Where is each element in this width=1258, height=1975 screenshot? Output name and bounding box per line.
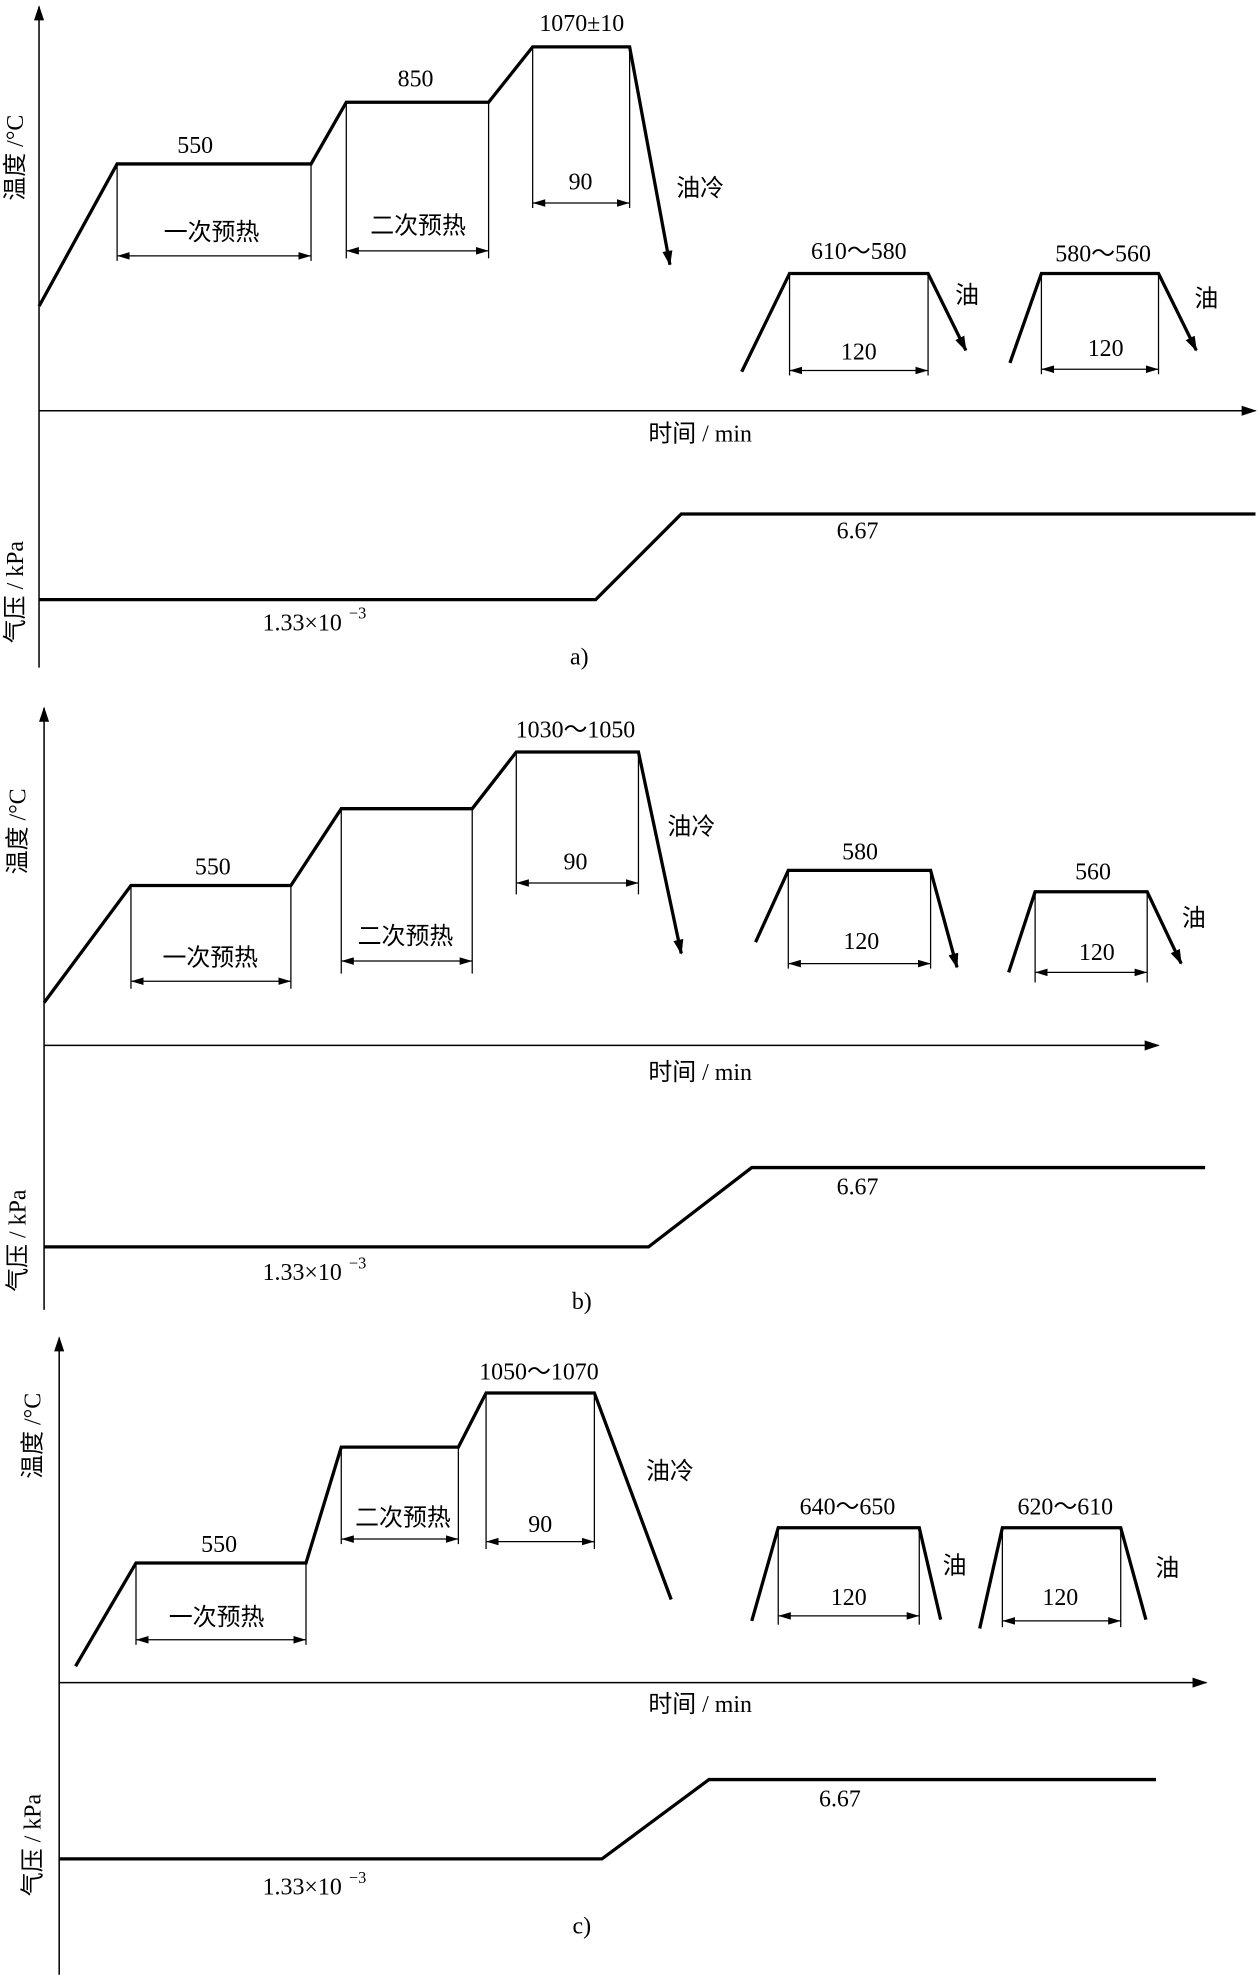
temper-time: 120	[841, 340, 877, 366]
caption: b)	[572, 1289, 592, 1315]
temper-temp: 610～580	[811, 239, 907, 265]
y-axis-label: 温度 /°C	[5, 788, 32, 874]
y-axis-label: 气压 / kPa	[2, 541, 29, 644]
stage-temp: 550	[177, 133, 213, 159]
quench-label: 油冷	[646, 1458, 694, 1485]
y-axis-label: 温度 /°C	[2, 115, 29, 201]
preheat-label: 二次预热	[358, 923, 454, 950]
hold-time: 90	[528, 1512, 552, 1538]
cool-label: 油	[1194, 286, 1218, 313]
temper-curve	[740, 271, 968, 373]
preheat-label: 二次预热	[355, 1505, 451, 1532]
temper-time: 120	[1088, 336, 1124, 362]
pressure-high: 6.67	[837, 1174, 879, 1200]
caption: c)	[572, 1914, 591, 1940]
pressure-curve	[39, 512, 1256, 602]
stage-temp: 1050～1070	[479, 1360, 599, 1386]
preheat-label: 一次预热	[164, 219, 260, 246]
y-axis-label: 气压 / kPa	[5, 1189, 32, 1292]
quench-label: 油冷	[667, 813, 715, 840]
stage-temp: 1070±10	[539, 11, 624, 37]
temper-time: 120	[1042, 1585, 1078, 1611]
pressure-exponent: −3	[349, 1253, 366, 1272]
temper-temp: 580～560	[1055, 241, 1151, 267]
preheat-label: 一次预热	[162, 944, 258, 971]
pressure-high: 6.67	[819, 1786, 861, 1812]
cool-label: 油	[1182, 905, 1206, 932]
preheat-label: 二次预热	[370, 213, 466, 240]
pressure-curve	[59, 1777, 1156, 1861]
temper-curve	[754, 868, 959, 969]
y-axis-label: 温度 /°C	[20, 1393, 47, 1479]
x-axis-label: 时间 / min	[648, 1059, 752, 1086]
cool-label: 油	[1155, 1555, 1179, 1582]
stage-temp: 1030～1050	[516, 717, 636, 743]
temper-time: 120	[1079, 940, 1115, 966]
stage-temp: 550	[201, 1532, 237, 1558]
temper-curve	[978, 1526, 1148, 1629]
cool-label: 油	[955, 282, 979, 309]
temper-curve	[1008, 271, 1198, 364]
pressure-exponent: −3	[349, 604, 366, 623]
pressure-low: 1.33×10	[263, 1260, 342, 1286]
cool-label: 油	[943, 1553, 967, 1580]
y-axis-label: 气压 / kPa	[20, 1794, 47, 1897]
pressure-curve	[44, 1165, 1206, 1249]
temper-temp: 560	[1075, 860, 1111, 886]
x-axis-label: 时间 / min	[648, 1691, 752, 1718]
preheat-label: 一次预热	[169, 1604, 265, 1631]
stage-temp: 550	[195, 855, 231, 881]
caption: a)	[570, 644, 589, 670]
pressure-low: 1.33×10	[263, 1875, 342, 1901]
pressure-high: 6.67	[837, 518, 879, 544]
pressure-low: 1.33×10	[263, 610, 342, 636]
quench-label: 油冷	[676, 175, 724, 202]
temper-temp: 580	[842, 840, 878, 866]
temper-curve	[1007, 890, 1183, 973]
hold-time: 90	[569, 170, 593, 196]
temper-time: 120	[831, 1585, 867, 1611]
x-axis-label: 时间 / min	[648, 420, 752, 447]
temper-time: 120	[843, 929, 879, 955]
temper-curve	[750, 1526, 943, 1622]
temperature-curve	[37, 45, 673, 308]
temper-temp: 620～610	[1018, 1494, 1114, 1520]
temperature-curve	[42, 750, 684, 1004]
temper-temp: 640～650	[800, 1494, 896, 1520]
pressure-exponent: −3	[349, 1868, 366, 1887]
hold-time: 90	[564, 850, 588, 876]
stage-temp: 850	[398, 66, 434, 92]
temperature-curve	[74, 1391, 673, 1668]
